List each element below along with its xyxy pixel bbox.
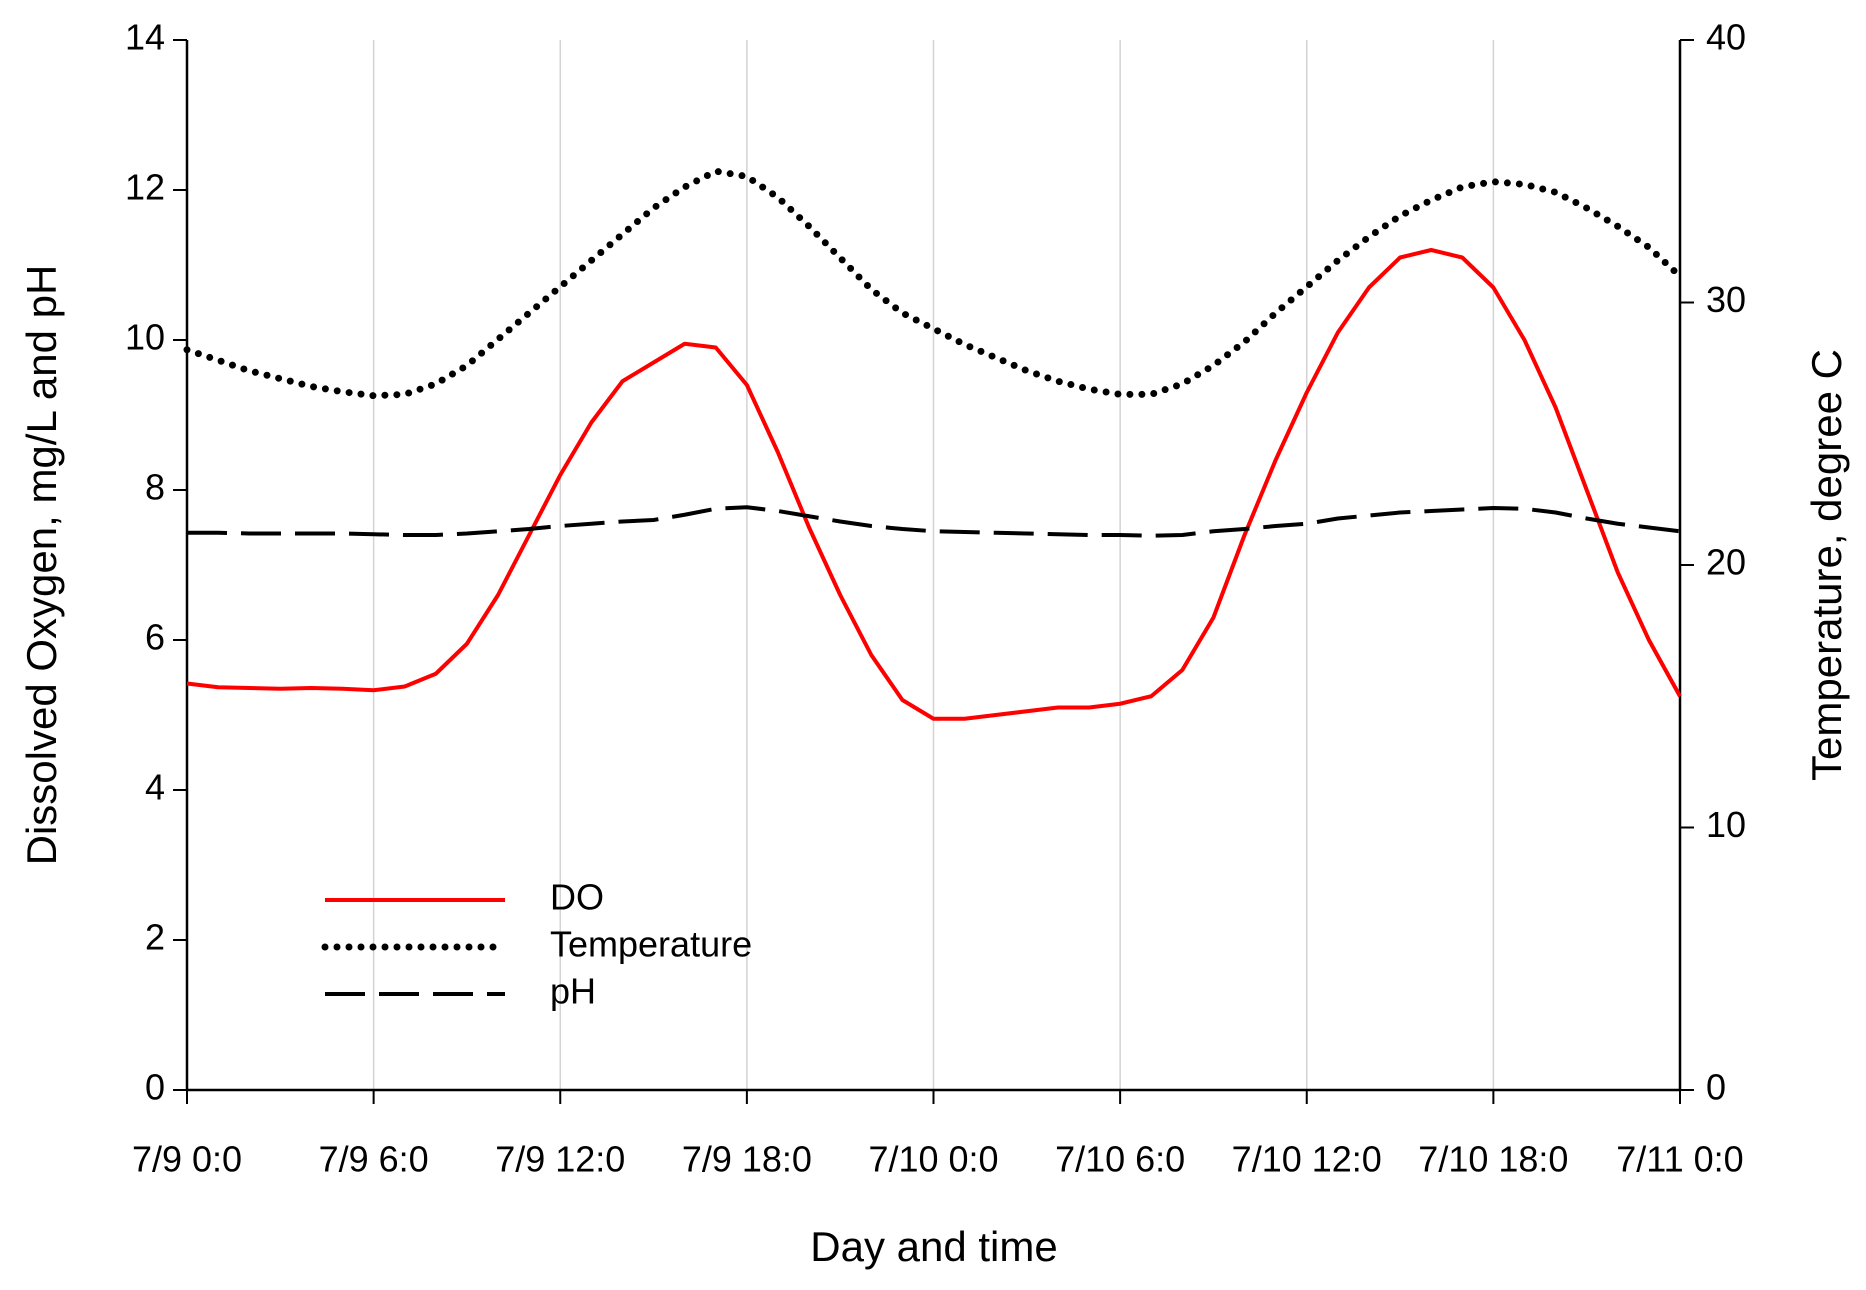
y-tick-label: 8	[145, 467, 165, 508]
y-tick-label: 2	[145, 917, 165, 958]
x-tick-label: 7/10 0:0	[868, 1139, 998, 1180]
y-tick-label: 0	[145, 1067, 165, 1108]
y-tick-label: 12	[125, 167, 165, 208]
x-tick-label: 7/9 12:0	[495, 1139, 625, 1180]
y-tick-label: 6	[145, 617, 165, 658]
series-line	[186, 248, 1682, 721]
y-tick-label: 4	[145, 767, 165, 808]
y-tick-label: 14	[125, 17, 165, 58]
y2-tick-label: 10	[1706, 804, 1746, 845]
legend-label: Temperature	[550, 924, 752, 965]
series-line	[187, 505, 1681, 538]
x-tick-label: 7/11 0:0	[1616, 1139, 1743, 1180]
x-tick-label: 7/10 12:0	[1232, 1139, 1382, 1180]
y2-tick-label: 40	[1706, 17, 1746, 58]
y-axis-title: Dissolved Oxygen, mg/L and pH	[18, 265, 65, 866]
x-tick-label: 7/9 0:0	[132, 1139, 242, 1180]
y2-tick-label: 20	[1706, 542, 1746, 583]
x-tick-label: 7/10 6:0	[1055, 1139, 1185, 1180]
y2-tick-label: 30	[1706, 279, 1746, 320]
y2-tick-label: 0	[1706, 1067, 1726, 1108]
y2-axis-title: Temperature, degree C	[1803, 349, 1850, 781]
legend-label: DO	[550, 877, 604, 918]
y-tick-label: 10	[125, 317, 165, 358]
x-tick-label: 7/9 18:0	[682, 1139, 812, 1180]
x-axis-title: Day and time	[810, 1223, 1057, 1270]
x-tick-label: 7/9 6:0	[319, 1139, 429, 1180]
x-tick-label: 7/10 18:0	[1418, 1139, 1568, 1180]
legend-label: pH	[550, 971, 596, 1012]
